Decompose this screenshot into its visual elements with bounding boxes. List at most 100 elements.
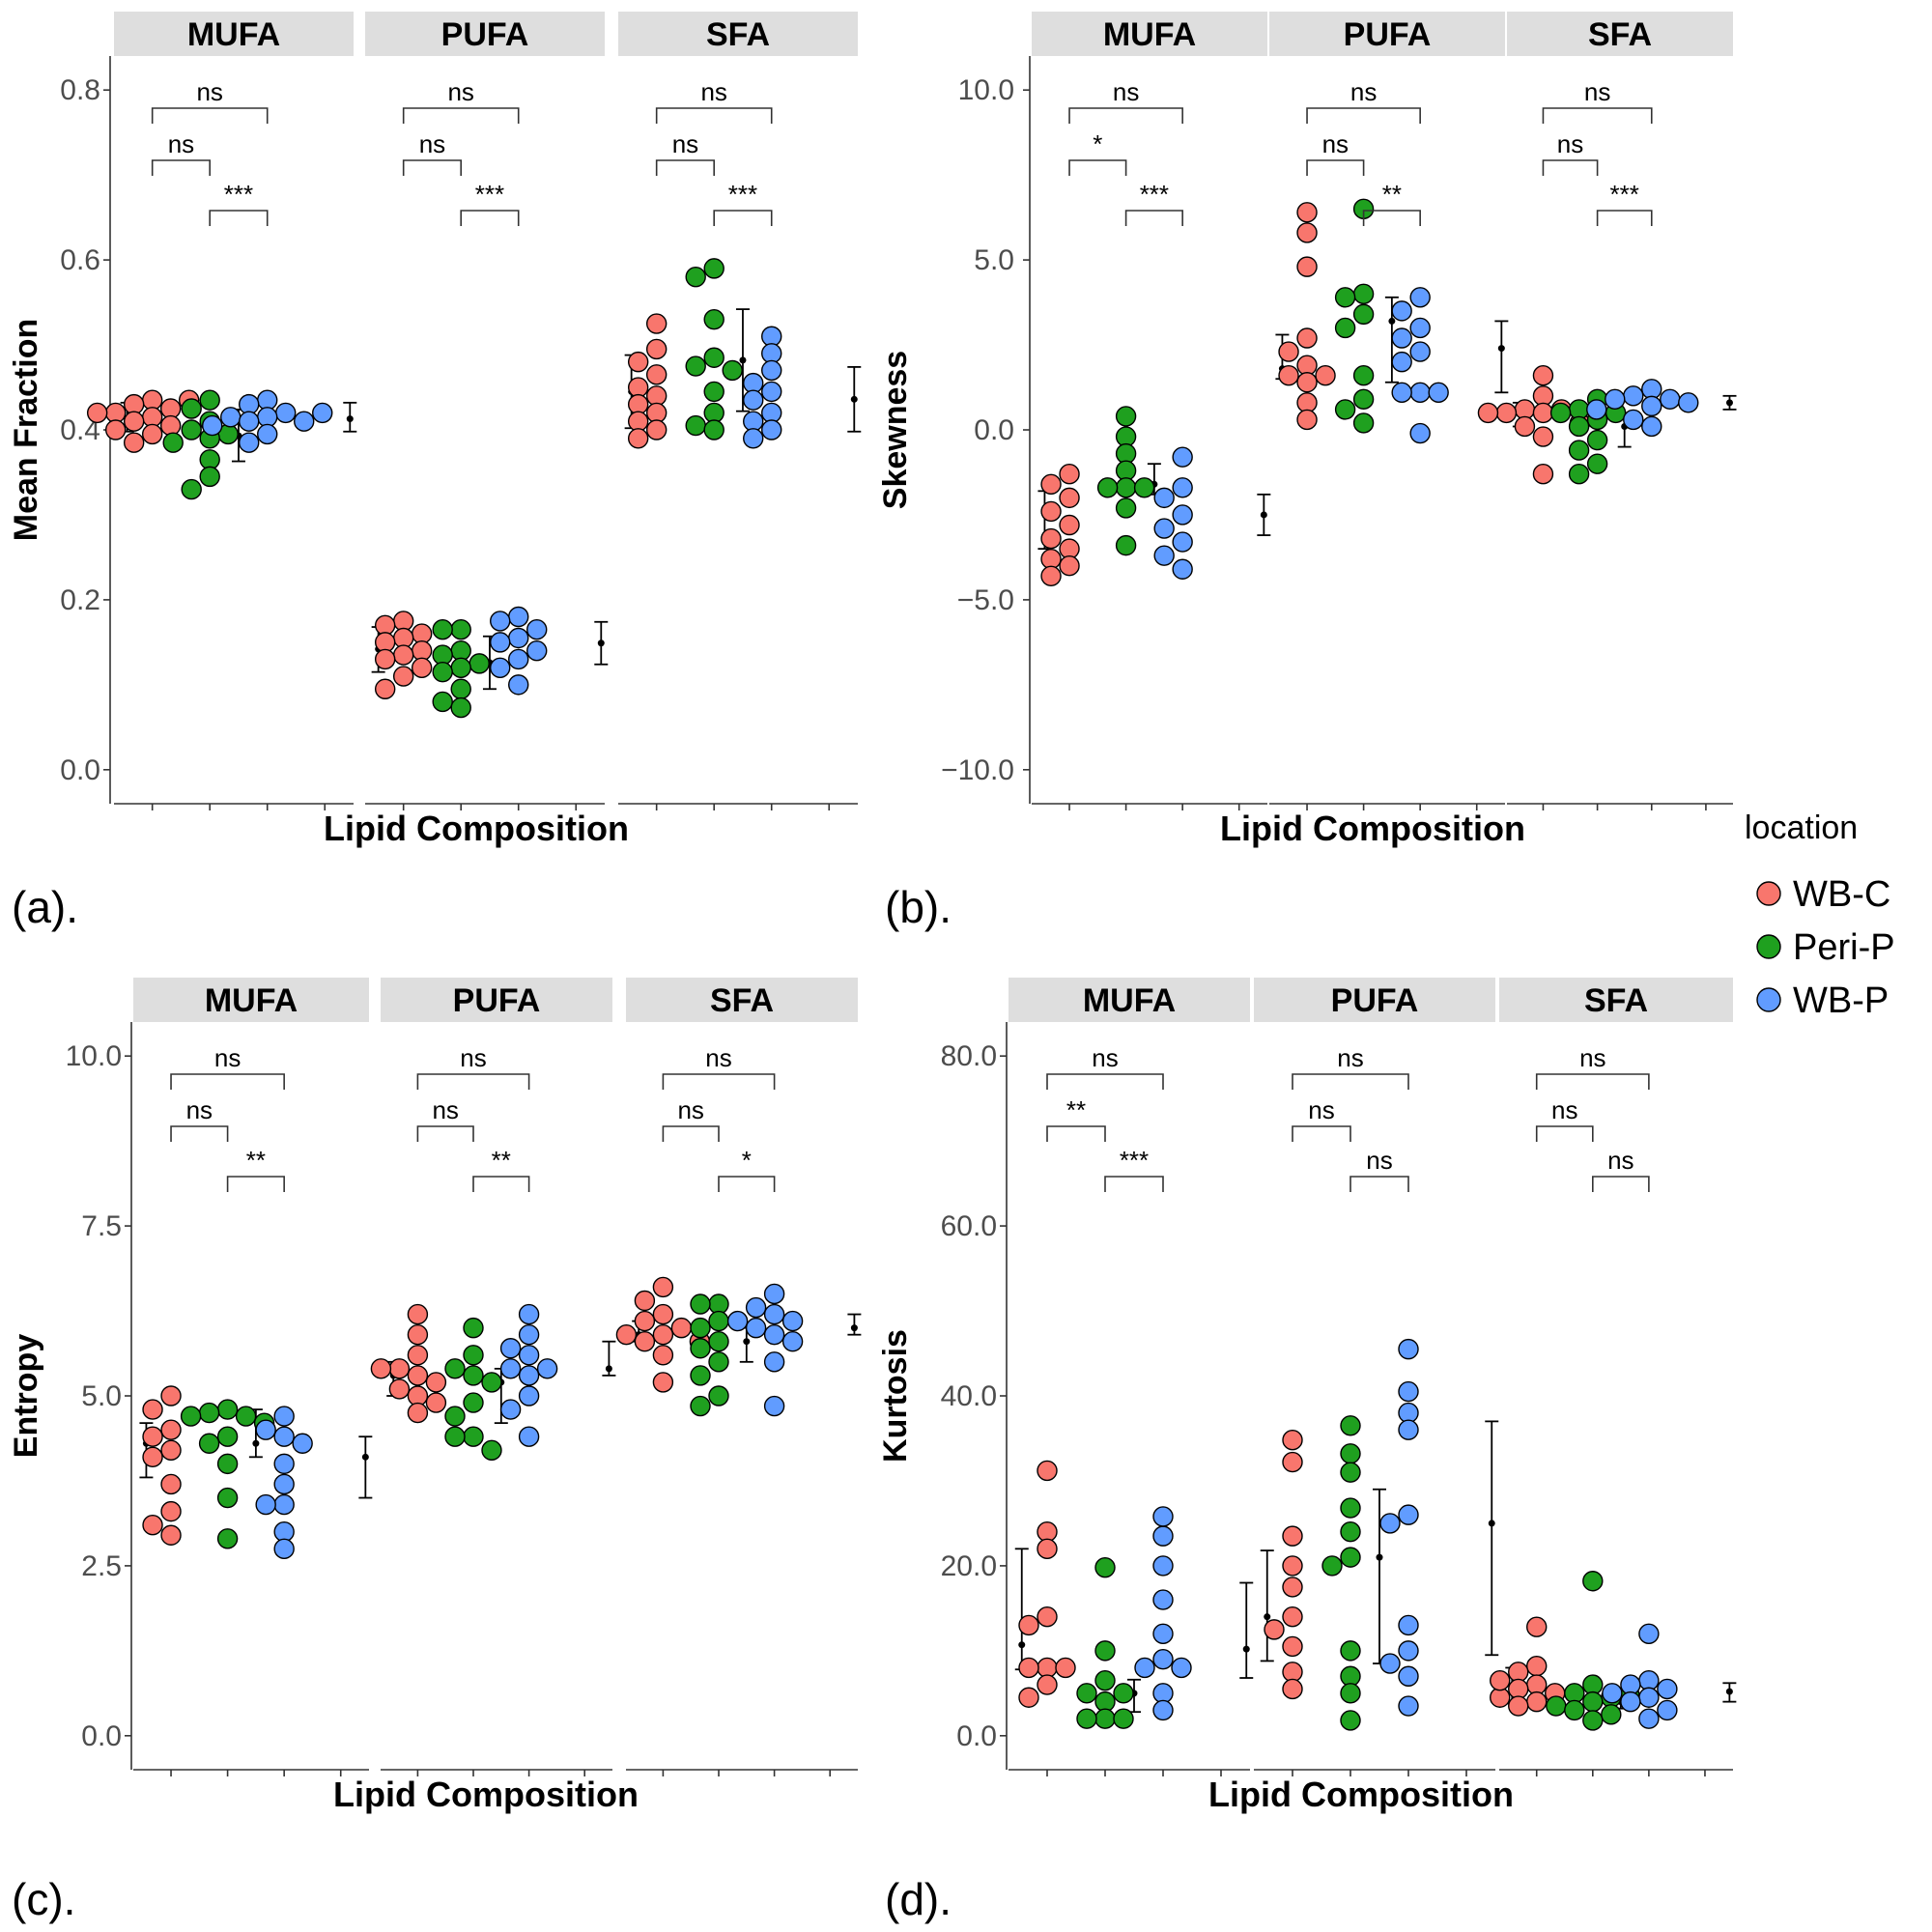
mean-point xyxy=(346,415,354,423)
y-tick-label: 7.5 xyxy=(81,1210,122,1242)
data-point-wb-p xyxy=(1152,1648,1174,1670)
significance-bracket xyxy=(1535,1125,1594,1142)
data-point-wb-p xyxy=(1172,504,1193,526)
data-point-peri-p xyxy=(1094,1640,1116,1662)
data-point-wb-c xyxy=(615,1323,638,1346)
significance-bracket xyxy=(1046,1073,1164,1090)
data-point-wb-c xyxy=(1278,365,1299,386)
data-point-peri-p xyxy=(1340,1462,1361,1483)
data-point-peri-p xyxy=(690,1395,711,1417)
data-point-peri-p xyxy=(199,466,220,488)
significance-label: ns xyxy=(1350,77,1377,106)
significance-label: ns xyxy=(186,1095,213,1124)
data-point-wb-p xyxy=(1152,1555,1174,1577)
data-point-wb-c xyxy=(86,402,108,424)
significance-label: ns xyxy=(705,1043,731,1072)
data-point-peri-p xyxy=(432,661,453,683)
data-point-peri-p xyxy=(180,1406,202,1427)
data-point-peri-p xyxy=(703,258,724,279)
data-point-wb-p xyxy=(1398,1665,1419,1687)
mean-point xyxy=(850,1324,858,1332)
data-point-peri-p xyxy=(1133,477,1155,498)
data-point-wb-c xyxy=(142,1446,163,1468)
data-point-peri-p xyxy=(1352,303,1375,326)
data-point-peri-p xyxy=(1568,415,1590,438)
significance-label: ns xyxy=(460,1043,486,1072)
data-point-peri-p xyxy=(1352,388,1375,411)
facet-strip-label: MUFA xyxy=(205,982,298,1019)
data-point-peri-p xyxy=(1582,1571,1604,1592)
data-point-peri-p xyxy=(450,678,471,699)
data-point-peri-p xyxy=(463,1392,484,1413)
data-point-peri-p xyxy=(708,1310,729,1332)
data-point-wb-p xyxy=(499,1399,522,1420)
data-point-wb-c xyxy=(634,1310,656,1332)
mean-point xyxy=(1388,317,1396,325)
significance-label: ns xyxy=(1607,1146,1634,1175)
data-point-wb-p xyxy=(1398,1419,1419,1440)
data-point-wb-p xyxy=(1153,487,1175,509)
data-point-wb-p xyxy=(536,1358,558,1379)
data-point-wb-c xyxy=(1278,341,1299,362)
data-point-wb-p xyxy=(1398,1614,1419,1636)
data-point-peri-p xyxy=(1321,1555,1343,1577)
y-tick-label: −10.0 xyxy=(941,754,1014,786)
significance-bracket xyxy=(1292,1073,1409,1090)
facet-strip-label: SFA xyxy=(1584,982,1648,1019)
data-point-wb-p xyxy=(1620,1690,1641,1713)
data-point-wb-c xyxy=(1040,565,1062,586)
mean-point xyxy=(1725,1688,1733,1695)
data-point-wb-p xyxy=(1623,385,1644,407)
significance-label: *** xyxy=(1140,180,1169,209)
significance-label: ns xyxy=(1551,1095,1577,1124)
data-point-wb-p xyxy=(763,1303,785,1325)
mean-point xyxy=(1018,1641,1026,1649)
facet-strip xyxy=(1254,978,1495,1022)
data-point-wb-c xyxy=(645,419,668,440)
data-point-wb-p xyxy=(743,389,764,411)
data-point-peri-p xyxy=(1115,534,1137,556)
data-point-wb-p xyxy=(1152,1506,1174,1527)
significance-label: *** xyxy=(475,180,504,209)
data-point-peri-p xyxy=(708,1331,729,1352)
data-point-peri-p xyxy=(432,618,453,640)
data-point-wb-p xyxy=(1623,409,1644,431)
x-axis-title: Lipid Composition xyxy=(1208,1775,1514,1814)
significance-label: ns xyxy=(214,1043,241,1072)
y-tick-label: 20.0 xyxy=(941,1550,997,1582)
data-point-peri-p xyxy=(199,389,220,411)
significance-bracket xyxy=(1104,1176,1164,1192)
data-point-wb-p xyxy=(273,1406,295,1427)
significance-bracket xyxy=(209,210,269,226)
data-point-peri-p xyxy=(690,1293,711,1315)
data-point-wb-c xyxy=(142,1399,163,1420)
data-point-wb-c xyxy=(1018,1614,1039,1636)
significance-bracket xyxy=(170,1073,285,1090)
significance-label: ns xyxy=(1308,1095,1334,1124)
data-point-wb-p xyxy=(763,1351,785,1373)
data-point-wb-c xyxy=(1040,527,1062,550)
data-point-wb-p xyxy=(1602,1683,1623,1704)
data-point-wb-c xyxy=(1532,426,1554,447)
facet-strip xyxy=(618,12,858,56)
data-point-peri-p xyxy=(235,1406,257,1427)
data-point-wb-p xyxy=(1152,1699,1174,1721)
significance-bracket xyxy=(1306,107,1421,124)
data-point-peri-p xyxy=(1115,497,1137,519)
data-point-wb-c xyxy=(104,419,127,440)
facet-strip-label: PUFA xyxy=(1331,982,1419,1019)
mean-point xyxy=(850,395,858,403)
data-point-peri-p xyxy=(1586,429,1608,451)
significance-bracket xyxy=(662,1125,720,1142)
data-point-peri-p xyxy=(463,1317,484,1339)
y-axis-title: Skewness xyxy=(877,351,914,509)
data-point-wb-c xyxy=(1296,202,1318,223)
legend-swatch-peri-p xyxy=(1756,934,1781,959)
data-point-peri-p xyxy=(1334,399,1356,420)
significance-bracket xyxy=(1350,1176,1409,1192)
significance-bracket xyxy=(655,159,715,176)
data-point-wb-p xyxy=(490,611,511,632)
significance-label: ns xyxy=(447,77,473,106)
data-point-wb-p xyxy=(508,627,529,649)
